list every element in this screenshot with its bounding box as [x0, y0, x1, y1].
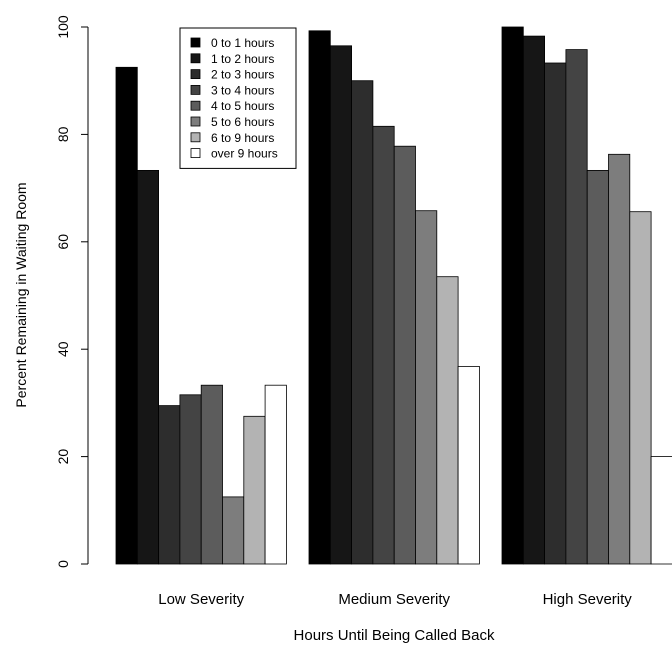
bar-3-4: [565, 49, 588, 565]
y-tick-label: 100: [55, 15, 71, 39]
x-axis-label: Hours Until Being Called Back: [294, 627, 495, 644]
bar-2-1: [308, 30, 331, 565]
y-tick-label: 20: [55, 449, 71, 465]
y-tick-label: 60: [55, 234, 71, 250]
legend-label: 5 to 6 hours: [211, 115, 274, 129]
bar-2-8: [457, 365, 480, 565]
bar-3-5: [586, 169, 609, 565]
bar-1-2: [136, 169, 160, 565]
legend-swatch: [190, 132, 201, 143]
legend-label: 0 to 1 hours: [211, 36, 274, 50]
bar-3-3: [544, 62, 567, 565]
legend-label: 6 to 9 hours: [211, 131, 274, 145]
bar-2-5: [393, 145, 416, 565]
legend-label: 3 to 4 hours: [211, 83, 274, 97]
bar-3-6: [608, 153, 631, 565]
bar-1-6: [222, 496, 245, 565]
bar-2-6: [415, 210, 438, 565]
category-label: High Severity: [543, 591, 633, 608]
legend-label: 2 to 3 hours: [211, 68, 274, 82]
y-tick-label: 40: [55, 341, 71, 357]
bar-1-8: [264, 384, 287, 565]
bar-1-1: [115, 66, 138, 565]
bar-3-1: [501, 26, 524, 565]
bar-2-7: [436, 276, 459, 565]
category-label: Low Severity: [158, 591, 244, 608]
legend-swatch: [190, 100, 201, 111]
legend-box: [179, 27, 297, 169]
y-tick-label: 80: [55, 126, 71, 142]
bars-layer: [115, 26, 672, 565]
bar-1-4: [179, 394, 202, 565]
bar-1-3: [158, 405, 181, 565]
category-label: Medium Severity: [338, 591, 450, 608]
legend-swatch: [190, 116, 201, 127]
bar-2-3: [351, 80, 374, 565]
y-axis-label: Percent Remaining in Waiting Room: [13, 182, 29, 407]
bar-3-2: [522, 35, 545, 565]
legend-swatch: [190, 69, 201, 79]
bar-2-4: [372, 125, 395, 565]
bar-3-7: [629, 211, 652, 565]
legend-swatch: [190, 37, 201, 48]
bar-1-7: [243, 415, 266, 565]
legend-swatch: [190, 85, 201, 95]
legend-swatch: [190, 148, 201, 159]
y-tick-label: 0: [55, 560, 71, 568]
y-axis: 0 20 40 60 80 100: [55, 15, 89, 568]
x-axis-categories: Low Severity Medium Severity High Severity: [158, 591, 632, 608]
legend-label: 4 to 5 hours: [211, 99, 274, 113]
bar-1-5: [200, 384, 223, 565]
legend-swatch: [190, 53, 201, 64]
legend-label: 1 to 2 hours: [211, 52, 274, 66]
bar-2-2: [329, 45, 352, 565]
legend-label: over 9 hours: [211, 147, 278, 161]
bar-3-8: [650, 456, 672, 565]
